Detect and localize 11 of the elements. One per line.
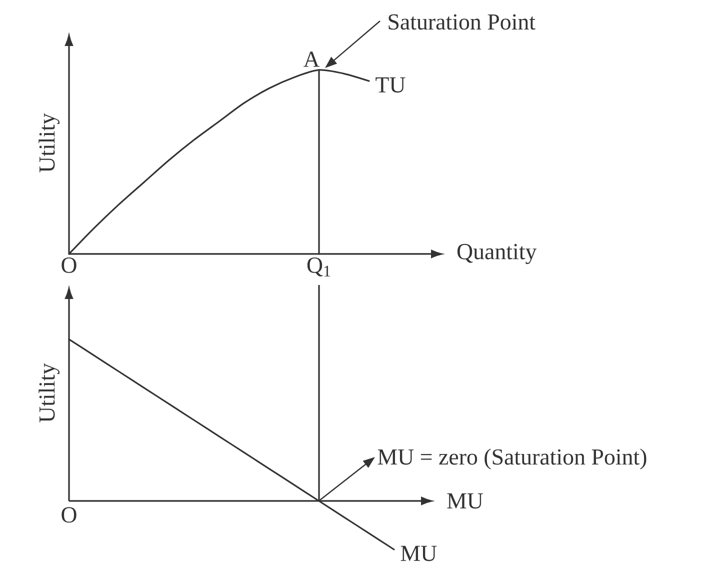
x-tick-label: Q$_{1}$ (307, 258, 330, 276)
series-label: TU (376, 77, 406, 93)
y-axis-title: Utility (38, 113, 60, 172)
y-axis-title: Utility (38, 363, 60, 422)
series-label: MU (400, 546, 437, 562)
x-axis-title: Quantity (457, 244, 537, 264)
annotation: A (303, 52, 320, 67)
annotation: O (62, 507, 76, 523)
text: Saturation Point (388, 14, 536, 30)
x-axis-title: MU (447, 493, 483, 509)
annotation: MU = zero (Saturation Point) (378, 448, 646, 470)
